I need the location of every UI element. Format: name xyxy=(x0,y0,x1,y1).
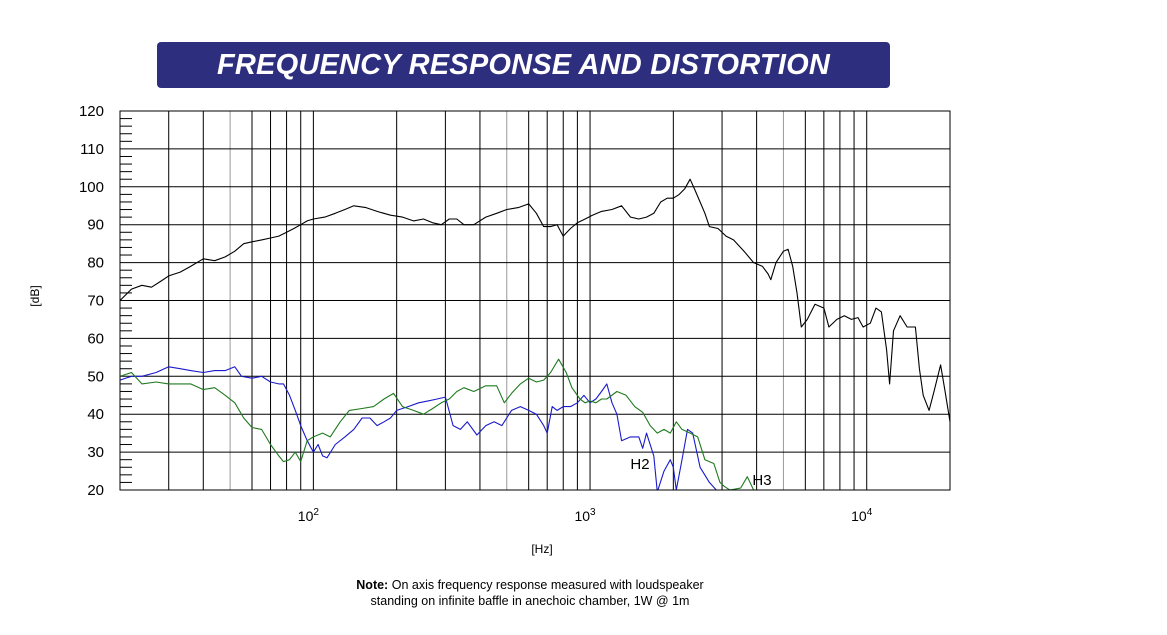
y-tick-label: 80 xyxy=(87,255,104,272)
y-tick-label: 100 xyxy=(79,179,104,196)
y-tick-label: 50 xyxy=(87,368,104,385)
series-lines xyxy=(120,178,950,490)
annotations: H2 H3 xyxy=(630,456,771,489)
y-axis-label: [dB] xyxy=(28,285,42,306)
annotation-h3: H3 xyxy=(752,472,771,489)
y-tick-label: 20 xyxy=(87,482,104,499)
grid xyxy=(119,110,951,491)
axes: 120 110 100 90 80 70 60 50 40 30 20 102 103 104 xyxy=(79,103,873,524)
x-tick-label: 104 xyxy=(851,507,873,524)
x-tick-label: 103 xyxy=(574,507,596,524)
x-axis-label: [Hz] xyxy=(531,542,552,556)
y-tick-label: 90 xyxy=(87,217,104,234)
series-line-h2 xyxy=(120,366,718,490)
series-line-response xyxy=(120,178,950,422)
x-tick-label: 102 xyxy=(298,507,320,524)
note-label: Note: xyxy=(356,578,389,592)
y-minor-ticks xyxy=(120,118,132,483)
y-tick-label: 110 xyxy=(80,141,104,158)
title-banner: FREQUENCY RESPONSE AND DISTORTION xyxy=(157,42,890,88)
note-line-1: On axis frequency response measured with… xyxy=(391,578,704,592)
note: Note: On axis frequency response measure… xyxy=(300,577,760,609)
chart-title: FREQUENCY RESPONSE AND DISTORTION xyxy=(216,48,830,81)
series-line-h3 xyxy=(120,358,755,490)
y-tick-label: 60 xyxy=(87,330,104,347)
plot-frame xyxy=(119,110,951,491)
y-tick-label: 40 xyxy=(87,406,104,423)
note-line-2: standing on infinite baffle in anechoic … xyxy=(370,594,690,608)
y-tick-label: 70 xyxy=(87,293,104,310)
annotation-h2: H2 xyxy=(630,456,649,473)
y-tick-label: 30 xyxy=(87,444,104,461)
y-tick-label: 120 xyxy=(79,103,104,120)
